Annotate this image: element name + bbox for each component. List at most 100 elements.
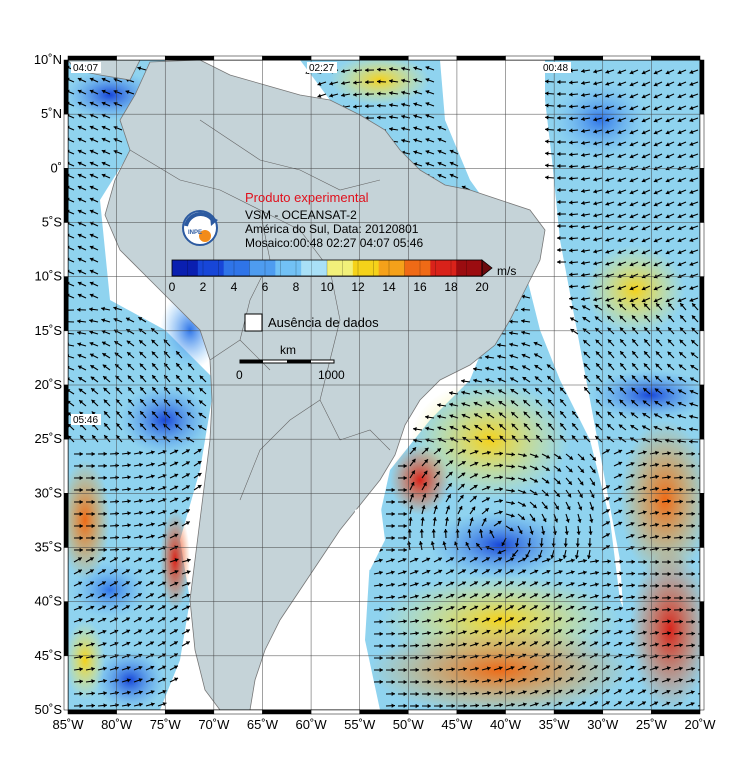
wind-arrow — [445, 691, 456, 696]
wind-arrow — [77, 101, 87, 107]
wind-arrow — [352, 92, 363, 97]
pass-time-box — [71, 62, 101, 73]
wind-arrow — [653, 213, 663, 219]
wind-arrow — [685, 643, 696, 648]
wind-arrow — [115, 410, 123, 419]
wind-arrow — [534, 387, 543, 395]
wind-arrow — [641, 237, 651, 243]
wind-arrow — [78, 376, 87, 383]
wind-arrow — [568, 248, 579, 253]
wind-arrow — [575, 537, 580, 548]
wind-arrow — [605, 261, 615, 266]
wind-arrow — [493, 617, 503, 623]
wind-arrow — [157, 605, 167, 611]
wind-arrow — [581, 200, 591, 206]
wind-arrow — [582, 328, 591, 335]
wind-arrow — [577, 594, 587, 599]
wind-arrow — [90, 387, 99, 395]
wind-arrow — [445, 703, 456, 709]
wind-arrow — [581, 128, 591, 134]
wind-arrow — [133, 593, 143, 599]
wind-arrow — [641, 141, 651, 147]
wind-arrow — [445, 505, 451, 515]
wind-arrow — [449, 402, 459, 407]
wind-arrow — [437, 426, 447, 431]
wind-arrow — [73, 581, 83, 587]
wind-arrow — [653, 261, 663, 267]
frame-tick — [408, 55, 458, 61]
wind-arrow — [665, 438, 675, 443]
wind-arrow — [661, 666, 671, 671]
wind-arrow — [431, 528, 436, 539]
wind-arrow — [385, 679, 396, 685]
wind-arrow — [589, 453, 597, 462]
wind-arrow — [697, 657, 700, 659]
wind-arrow — [101, 125, 111, 131]
wind-arrow — [619, 374, 627, 383]
wind-arrow — [595, 351, 603, 359]
wind-arrow — [637, 677, 647, 683]
wind-arrow — [533, 341, 543, 347]
wind-arrow — [175, 411, 183, 419]
wind-arrow — [553, 677, 563, 683]
wind-arrow — [529, 702, 539, 707]
wind-arrow — [433, 470, 441, 479]
wind-arrow — [121, 581, 131, 587]
wind-arrow — [522, 388, 531, 395]
wind-arrow — [121, 475, 131, 480]
wind-arrow — [145, 557, 155, 563]
wind-arrow — [457, 691, 468, 696]
wind-arrow — [697, 573, 700, 575]
wind-arrow — [121, 463, 131, 468]
wind-arrow — [653, 69, 663, 75]
wind-arrow — [625, 485, 635, 491]
wind-arrow — [181, 641, 191, 647]
wind-arrow — [193, 472, 202, 479]
wind-arrow — [637, 486, 647, 491]
wind-arrow — [689, 69, 699, 74]
wind-arrow — [593, 177, 603, 182]
wind-arrow — [546, 364, 555, 371]
wind-arrow — [409, 458, 416, 467]
wind-arrow — [685, 655, 695, 660]
wind-arrow — [617, 117, 627, 123]
wind-arrow — [653, 285, 663, 291]
wind-arrow — [673, 619, 684, 624]
wind-arrow — [581, 92, 591, 98]
wind-arrow — [505, 488, 515, 493]
wind-arrow — [421, 447, 429, 455]
frame-tick — [505, 709, 555, 715]
wind-arrow — [397, 523, 408, 529]
wind-arrow — [529, 465, 539, 471]
wind-arrow — [133, 678, 143, 683]
wind-arrow — [385, 703, 396, 708]
wind-arrow — [577, 501, 583, 511]
wind-arrow — [481, 593, 491, 599]
wind-arrow — [625, 449, 635, 455]
wind-arrow — [544, 91, 555, 96]
wind-arrow — [449, 391, 459, 396]
wind-arrow — [568, 200, 579, 205]
longitude-label: 70˚W — [198, 717, 230, 732]
wind-arrow — [97, 523, 108, 528]
wind-arrow — [583, 351, 591, 359]
wind-arrow — [174, 436, 183, 443]
wind-arrow — [114, 363, 123, 371]
wind-arrow — [685, 583, 696, 589]
wind-arrow — [139, 374, 147, 383]
wind-arrow — [661, 523, 671, 528]
wind-arrow — [449, 414, 459, 419]
wind-arrow — [169, 593, 179, 599]
wind-arrow — [685, 571, 696, 577]
wind-arrow — [421, 630, 431, 636]
wind-arrow — [151, 362, 159, 371]
wind-arrow — [665, 117, 675, 123]
wind-arrow — [373, 619, 384, 624]
wind-arrow — [577, 629, 587, 635]
wind-arrow — [485, 366, 495, 371]
wind-arrow — [445, 630, 455, 635]
wind-arrow — [481, 507, 490, 515]
wind-arrow — [601, 689, 611, 695]
wind-arrow — [505, 557, 515, 563]
wind-arrow — [601, 497, 611, 503]
